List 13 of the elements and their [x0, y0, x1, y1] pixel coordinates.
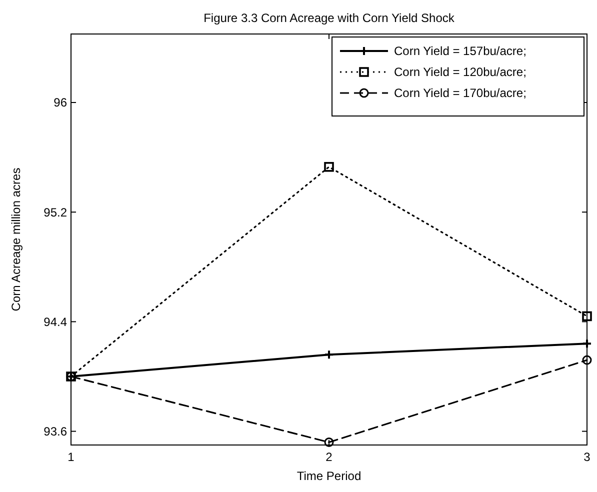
legend-label: Corn Yield = 170bu/acre; [394, 86, 526, 100]
x-tick-label: 1 [68, 450, 75, 464]
y-tick-label: 94.4 [44, 314, 68, 329]
y-tick-label: 93.6 [44, 424, 68, 438]
y-axis-title: Corn Acreage million acres [9, 168, 23, 312]
legend-label: Corn Yield = 157bu/acre; [394, 44, 526, 58]
legend-label: Corn Yield = 120bu/acre; [394, 65, 526, 80]
y-tick-label: 95.2 [44, 205, 68, 220]
x-tick-label: 3 [584, 450, 591, 464]
y-tick-label: 96 [54, 96, 68, 110]
chart-title: Figure 3.3 Corn Acreage with Corn Yield Shock [204, 11, 456, 25]
x-axis-title: Time Period [296, 469, 362, 483]
x-tick-label: 2 [326, 450, 333, 464]
